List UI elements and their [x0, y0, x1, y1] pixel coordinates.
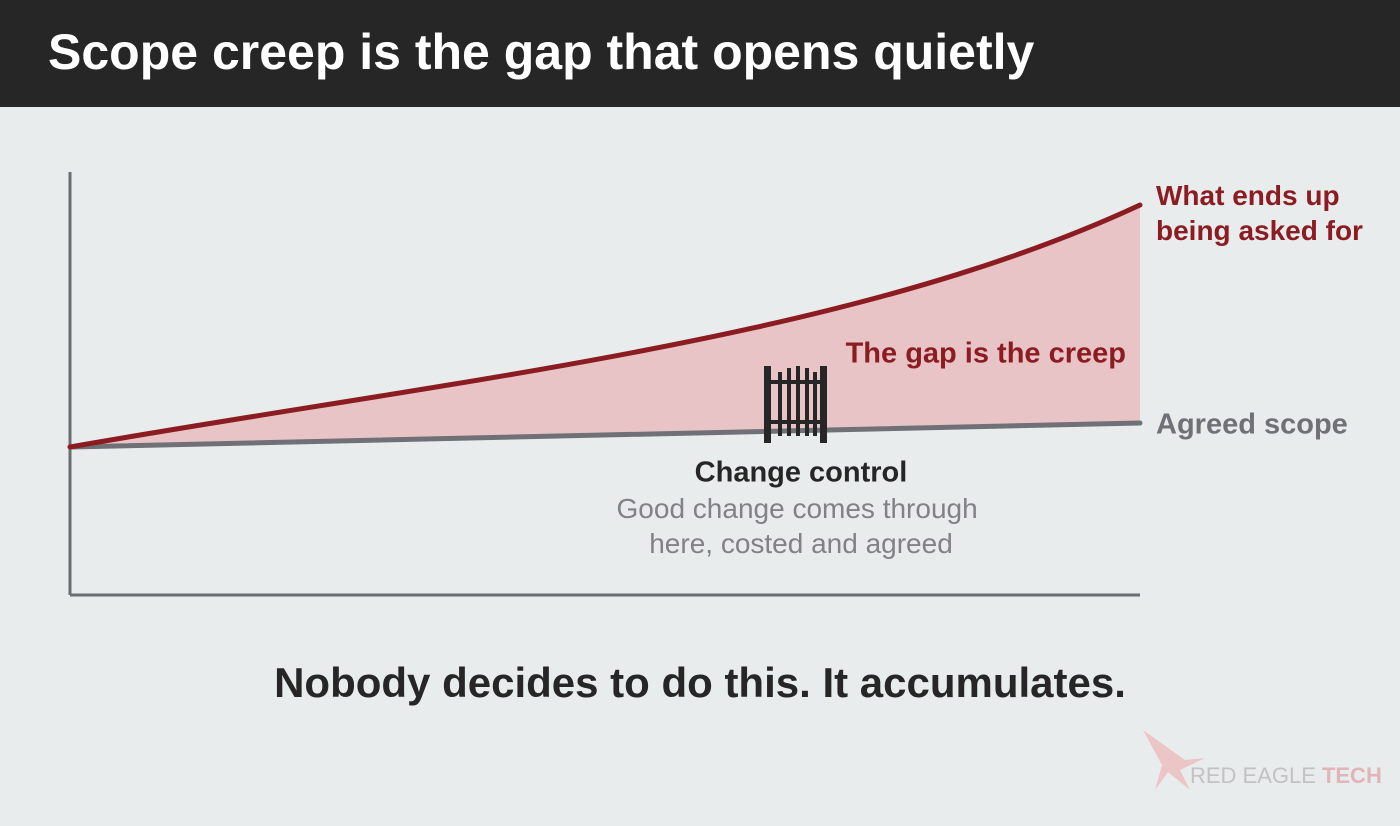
gate-title: Change control: [695, 457, 908, 489]
logo-text: RED EAGLE TECH: [1190, 763, 1382, 788]
lower-label: Agreed scope: [1156, 409, 1348, 441]
gap-label: The gap is the creep: [846, 338, 1126, 370]
logo: RED EAGLE TECH: [1143, 730, 1382, 790]
agreed-line: [67, 420, 1143, 450]
label-line: What ends up: [1156, 180, 1340, 211]
caption-line: Good change comes through: [617, 493, 978, 524]
upper-label: What ends up being asked for: [1156, 180, 1363, 246]
logo-name: RED EAGLE: [1190, 763, 1316, 788]
logo-eagle: [1143, 730, 1205, 790]
footer-text: Nobody decides to do this. It accumulate…: [274, 659, 1126, 706]
gate-icon: [764, 366, 827, 443]
gap-area: [70, 205, 1140, 447]
header-bar: [0, 0, 1400, 107]
logo-suffix: TECH: [1322, 763, 1382, 788]
label-line: being asked for: [1156, 215, 1363, 246]
asked-line: [67, 202, 1143, 450]
gate-caption: Good change comes through here, costed a…: [617, 493, 986, 559]
caption-line: here, costed and agreed: [649, 528, 953, 559]
title: Scope creep is the gap that opens quietl…: [48, 24, 1035, 80]
